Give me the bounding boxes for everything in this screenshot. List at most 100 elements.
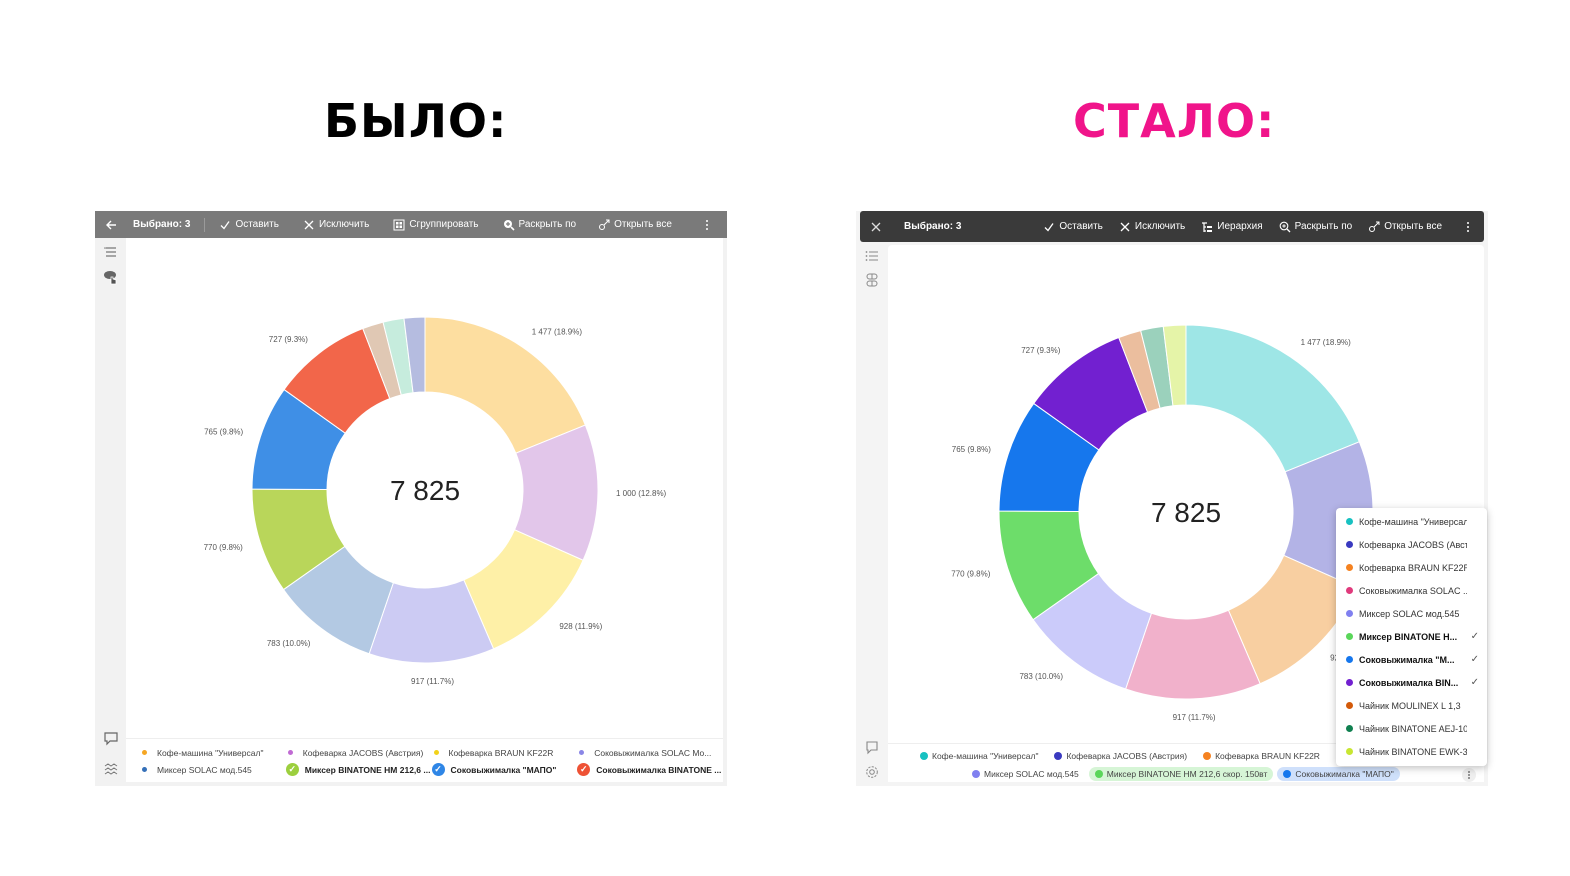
legend-menu-label: Миксер BINATONE H... [1359, 631, 1458, 642]
list-icon[interactable] [864, 248, 880, 264]
legend-dot [579, 750, 585, 755]
legend-item-selected[interactable]: Миксер BINATONE HM 212,6 скор. 150вт [1088, 767, 1274, 781]
legend-menu-item[interactable]: Миксер SOLAC мод.545 [1336, 602, 1487, 625]
legend-menu-item[interactable]: Соковыжималка "М... ✓ [1336, 648, 1487, 671]
open-all-icon [1369, 221, 1380, 232]
legend-menu-item[interactable]: Миксер BINATONE H... ✓ [1336, 625, 1487, 648]
close-icon [871, 222, 881, 231]
legend-menu-item[interactable]: Соковыжималка BIN... ✓ [1336, 671, 1487, 694]
legend-dot [1346, 610, 1353, 617]
hierarchy-button[interactable]: Иерархия [1193, 221, 1270, 233]
more-menu-button[interactable] [1450, 221, 1484, 233]
selected-count: Выбрано: 3 [904, 221, 962, 232]
settings-gear-icon[interactable] [864, 764, 880, 780]
legend-menu-item[interactable]: Чайник MOULINEX L 1,3 [1336, 694, 1487, 717]
legend-item[interactable]: Соковыжималка SOLAC Mo... [577, 748, 723, 758]
legend-dot [1203, 752, 1212, 760]
grid-icon [393, 219, 405, 230]
waves-icon[interactable] [103, 762, 119, 778]
comment-icon[interactable] [103, 730, 119, 746]
legend-menu-item[interactable]: Кофеварка JACOBS (Авст... [1336, 533, 1487, 556]
legend-menu-item[interactable]: Соковыжималка SOLAC ... [1336, 579, 1487, 602]
donut-slice[interactable] [403, 316, 426, 394]
slice-value-label: 928 (11.9%) [559, 622, 602, 631]
more-vertical-icon [1467, 221, 1469, 232]
legend-dot [972, 770, 980, 778]
open-all-button[interactable]: Открыть все [1360, 221, 1450, 233]
legend-menu-item[interactable]: Кофе-машина "Универсал" [1336, 510, 1487, 533]
legend-item[interactable]: Миксер SOLAC мод.545 [966, 767, 1085, 781]
legend-menu-label: Соковыжималка BIN... [1359, 677, 1459, 688]
drill-label: Раскрыть по [518, 219, 577, 230]
back-button[interactable] [95, 219, 125, 231]
legend-dot [142, 767, 147, 772]
donut-chart[interactable]: 1 477 (18.9%)1 000 (12.8%)928 (11.9%)917… [888, 245, 1484, 743]
keep-button[interactable]: Оставить [211, 219, 287, 231]
more-menu-button[interactable] [693, 219, 727, 231]
drill-button[interactable]: Раскрыть по [495, 219, 585, 231]
legend-menu-label: Миксер SOLAC мод.545 [1359, 608, 1460, 619]
legend-item[interactable]: Чайник BINATONE EWK-3000 [436, 782, 584, 783]
chart-card: 1 477 (18.9%) 1 000 (12.8%) 928 (11.9%) 917… [126, 238, 723, 782]
donut-chart[interactable]: 1 477 (18.9%)1 000 (12.8%)928 (11.9%)917… [126, 238, 723, 738]
zoom-in-icon [1279, 221, 1291, 232]
legend-item[interactable]: Кофе-машина "Универсал" [140, 748, 286, 758]
touch-select-icon[interactable] [103, 270, 119, 286]
before-panel: Выбрано: 3 Оставить Исключить Сгруппиров… [95, 211, 727, 786]
selection-toolbar: Выбрано: 3 Оставить Исключить Иерархия Р… [860, 211, 1484, 242]
legend-dot [1346, 518, 1353, 525]
legend-menu-label: Соковыжималка "М... [1359, 654, 1455, 665]
legend-dot [433, 750, 439, 755]
slice-value-label: 1 477 (18.9%) [532, 328, 583, 337]
legend-label: Соковыжималка BINATONE ... [596, 764, 722, 775]
slice-value-label: 770 (9.8%) [951, 569, 990, 578]
legend-item-selected[interactable]: ✓ Соковыжималка "МАПО" [431, 763, 578, 776]
legend-item[interactable]: Чайник BINATONE AEJ-1001 [288, 782, 436, 783]
donut-slice[interactable] [1185, 324, 1360, 473]
exclude-button[interactable]: Исключить [295, 219, 377, 231]
legend-more-button[interactable] [1462, 768, 1476, 782]
legend-menu-item[interactable]: Чайник BINATONE EWK-3... [1336, 740, 1487, 763]
legend-dot [1346, 656, 1353, 663]
legend-item-selected[interactable]: ✓ Соковыжималка BINATONE ... [577, 763, 723, 776]
drill-label: Раскрыть по [1294, 221, 1353, 232]
divider [204, 217, 206, 232]
slice-value-label: 765 (9.8%) [952, 445, 991, 454]
keep-button[interactable]: Оставить [1035, 221, 1111, 233]
slice-value-label: 783 (10.0%) [1019, 672, 1063, 681]
list-icon[interactable] [103, 244, 119, 260]
legend-item[interactable]: Чайник MOULINEX L 1,3 [140, 782, 288, 783]
legend-menu-item[interactable]: Чайник BINATONE AEJ-10... [1336, 717, 1487, 740]
legend-popup-menu: Кофе-машина "Универсал" Кофеварка JACOBS … [1336, 508, 1487, 766]
legend-label: Чайник BINATONE AEJ-1001 [305, 782, 418, 783]
selected-count: Выбрано: 3 [133, 219, 191, 230]
left-sidebar [95, 238, 126, 786]
legend-label: Кофе-машина "Универсал" [932, 751, 1039, 761]
drill-button[interactable]: Раскрыть по [1271, 221, 1361, 233]
donut-slice[interactable] [1162, 324, 1187, 407]
legend-item[interactable]: Кофеварка JACOBS (Австрия) [286, 748, 432, 758]
legend-item[interactable]: Кофеварка BRAUN KF22R [432, 748, 578, 758]
donut-slice[interactable] [424, 316, 586, 454]
hierarchy-label: Иерархия [1217, 221, 1263, 232]
legend-item[interactable]: Кофеварка JACOBS (Австрия) [1048, 749, 1193, 763]
legend-item[interactable]: Кофеварка BRAUN KF22R [1197, 749, 1326, 763]
close-selection-button[interactable] [860, 221, 890, 233]
group-icon[interactable] [864, 272, 880, 288]
legend-item[interactable]: Миксер SOLAC мод.545 [140, 765, 286, 775]
exclude-label: Исключить [1134, 221, 1186, 232]
exclude-button[interactable]: Исключить [1111, 221, 1193, 233]
left-sidebar [856, 242, 888, 786]
arrow-left-icon [106, 220, 116, 229]
legend-menu-item[interactable]: Кофеварка BRAUN KF22R [1336, 556, 1487, 579]
check-circle-icon: ✓ [431, 763, 445, 776]
open-all-button[interactable]: Открыть все [590, 219, 680, 231]
chart-legend: Кофе-машина "Универсал" Кофеварка JACOBS… [126, 738, 723, 782]
legend-row: Кофе-машина "Универсал" Кофеварка JACOBS… [914, 749, 1369, 763]
legend-item[interactable]: Кофе-машина "Универсал" [914, 749, 1044, 763]
comment-icon[interactable] [864, 739, 880, 755]
legend-item-selected[interactable]: ✓ Миксер BINATONE HM 212,6 ... [285, 763, 432, 776]
group-button[interactable]: Сгруппировать [385, 219, 486, 231]
legend-dot [1054, 752, 1063, 760]
legend-item-selected[interactable]: Соковыжималка "МАПО" [1277, 767, 1400, 781]
